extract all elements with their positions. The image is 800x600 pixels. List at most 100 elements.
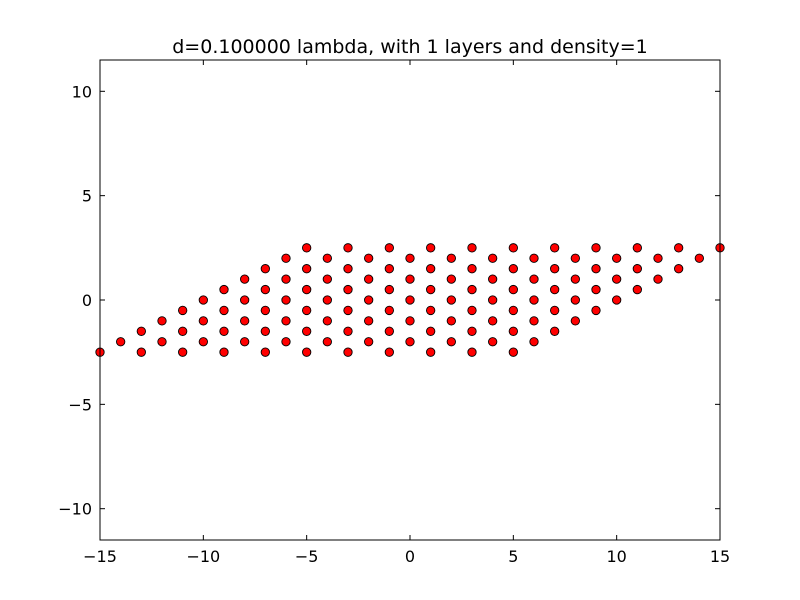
data-point <box>322 295 332 305</box>
x-tick-label: 0 <box>405 547 415 566</box>
data-point <box>467 347 477 357</box>
data-point <box>467 326 477 336</box>
data-point <box>488 316 498 326</box>
data-point <box>384 326 394 336</box>
data-point <box>343 284 353 295</box>
data-point <box>570 295 580 305</box>
data-point <box>529 295 539 305</box>
data-point <box>384 243 394 253</box>
chart-title: d=0.100000 lambda, with 1 layers and den… <box>172 36 648 58</box>
data-point <box>240 274 250 284</box>
data-point <box>281 337 291 347</box>
data-point <box>281 295 291 305</box>
data-point <box>302 264 312 274</box>
data-point <box>384 284 394 295</box>
data-point <box>157 316 167 326</box>
data-point <box>653 274 663 284</box>
x-tick-label: 15 <box>710 547 730 566</box>
data-point <box>302 347 312 357</box>
data-point <box>550 305 560 316</box>
data-point <box>178 326 188 336</box>
data-point <box>260 284 270 295</box>
data-point <box>426 284 436 295</box>
data-point <box>240 295 250 305</box>
data-point <box>426 305 436 316</box>
data-point <box>570 253 580 263</box>
data-point <box>632 264 642 274</box>
data-point <box>322 316 332 326</box>
data-point <box>240 337 250 347</box>
data-point <box>632 284 642 295</box>
data-point <box>343 264 353 274</box>
data-point <box>529 253 539 263</box>
data-point <box>467 243 477 253</box>
data-point <box>260 264 270 274</box>
x-tick-label: 5 <box>508 547 518 566</box>
data-point <box>446 253 456 263</box>
x-tick-label: 10 <box>606 547 626 566</box>
data-point <box>426 264 436 274</box>
data-point <box>405 316 415 326</box>
y-tick-label: 10 <box>72 82 92 101</box>
data-point <box>529 337 539 347</box>
data-point <box>550 326 560 336</box>
data-point <box>281 316 291 326</box>
x-tick-label: −5 <box>295 547 319 566</box>
data-point <box>591 264 601 274</box>
data-point <box>116 337 126 347</box>
data-point <box>529 316 539 326</box>
data-point <box>219 326 229 336</box>
data-point <box>178 347 188 357</box>
data-point <box>260 326 270 336</box>
data-point <box>302 243 312 253</box>
data-point <box>178 305 188 316</box>
data-point <box>364 274 374 284</box>
data-point <box>405 337 415 347</box>
data-point <box>198 337 208 347</box>
data-point <box>529 274 539 284</box>
data-point <box>405 274 415 284</box>
data-point <box>694 253 704 263</box>
data-point <box>674 243 684 253</box>
data-point <box>219 305 229 316</box>
data-point <box>405 295 415 305</box>
data-point <box>343 305 353 316</box>
data-point <box>467 284 477 295</box>
data-point <box>612 274 622 284</box>
data-point <box>488 253 498 263</box>
data-point <box>550 243 560 253</box>
data-point <box>302 305 312 316</box>
data-point <box>260 305 270 316</box>
data-point <box>508 243 518 253</box>
data-point <box>488 295 498 305</box>
data-point <box>446 316 456 326</box>
data-point <box>384 347 394 357</box>
data-point <box>322 253 332 263</box>
data-point <box>198 295 208 305</box>
x-tick-label: −15 <box>83 547 117 566</box>
y-tick-label: −5 <box>68 395 92 414</box>
data-point <box>570 316 580 326</box>
data-point <box>219 284 229 295</box>
data-point <box>550 284 560 295</box>
data-point <box>426 347 436 357</box>
data-point <box>343 326 353 336</box>
data-point <box>384 305 394 316</box>
data-point <box>508 326 518 336</box>
plot-frame <box>99 59 721 541</box>
data-point <box>674 264 684 274</box>
data-point <box>591 284 601 295</box>
data-point <box>384 264 394 274</box>
tick-labels: −15 −10 −5 0 5 10 15 −10 −5 0 5 10 <box>58 82 730 566</box>
data-point <box>446 337 456 347</box>
data-point <box>467 264 477 274</box>
data-point <box>260 347 270 357</box>
data-point <box>136 326 146 336</box>
data-point <box>488 274 498 284</box>
y-tick-label: 0 <box>82 291 92 310</box>
data-point <box>488 337 498 347</box>
data-point <box>653 253 663 263</box>
y-tick-label: 5 <box>82 187 92 206</box>
data-point <box>426 243 436 253</box>
